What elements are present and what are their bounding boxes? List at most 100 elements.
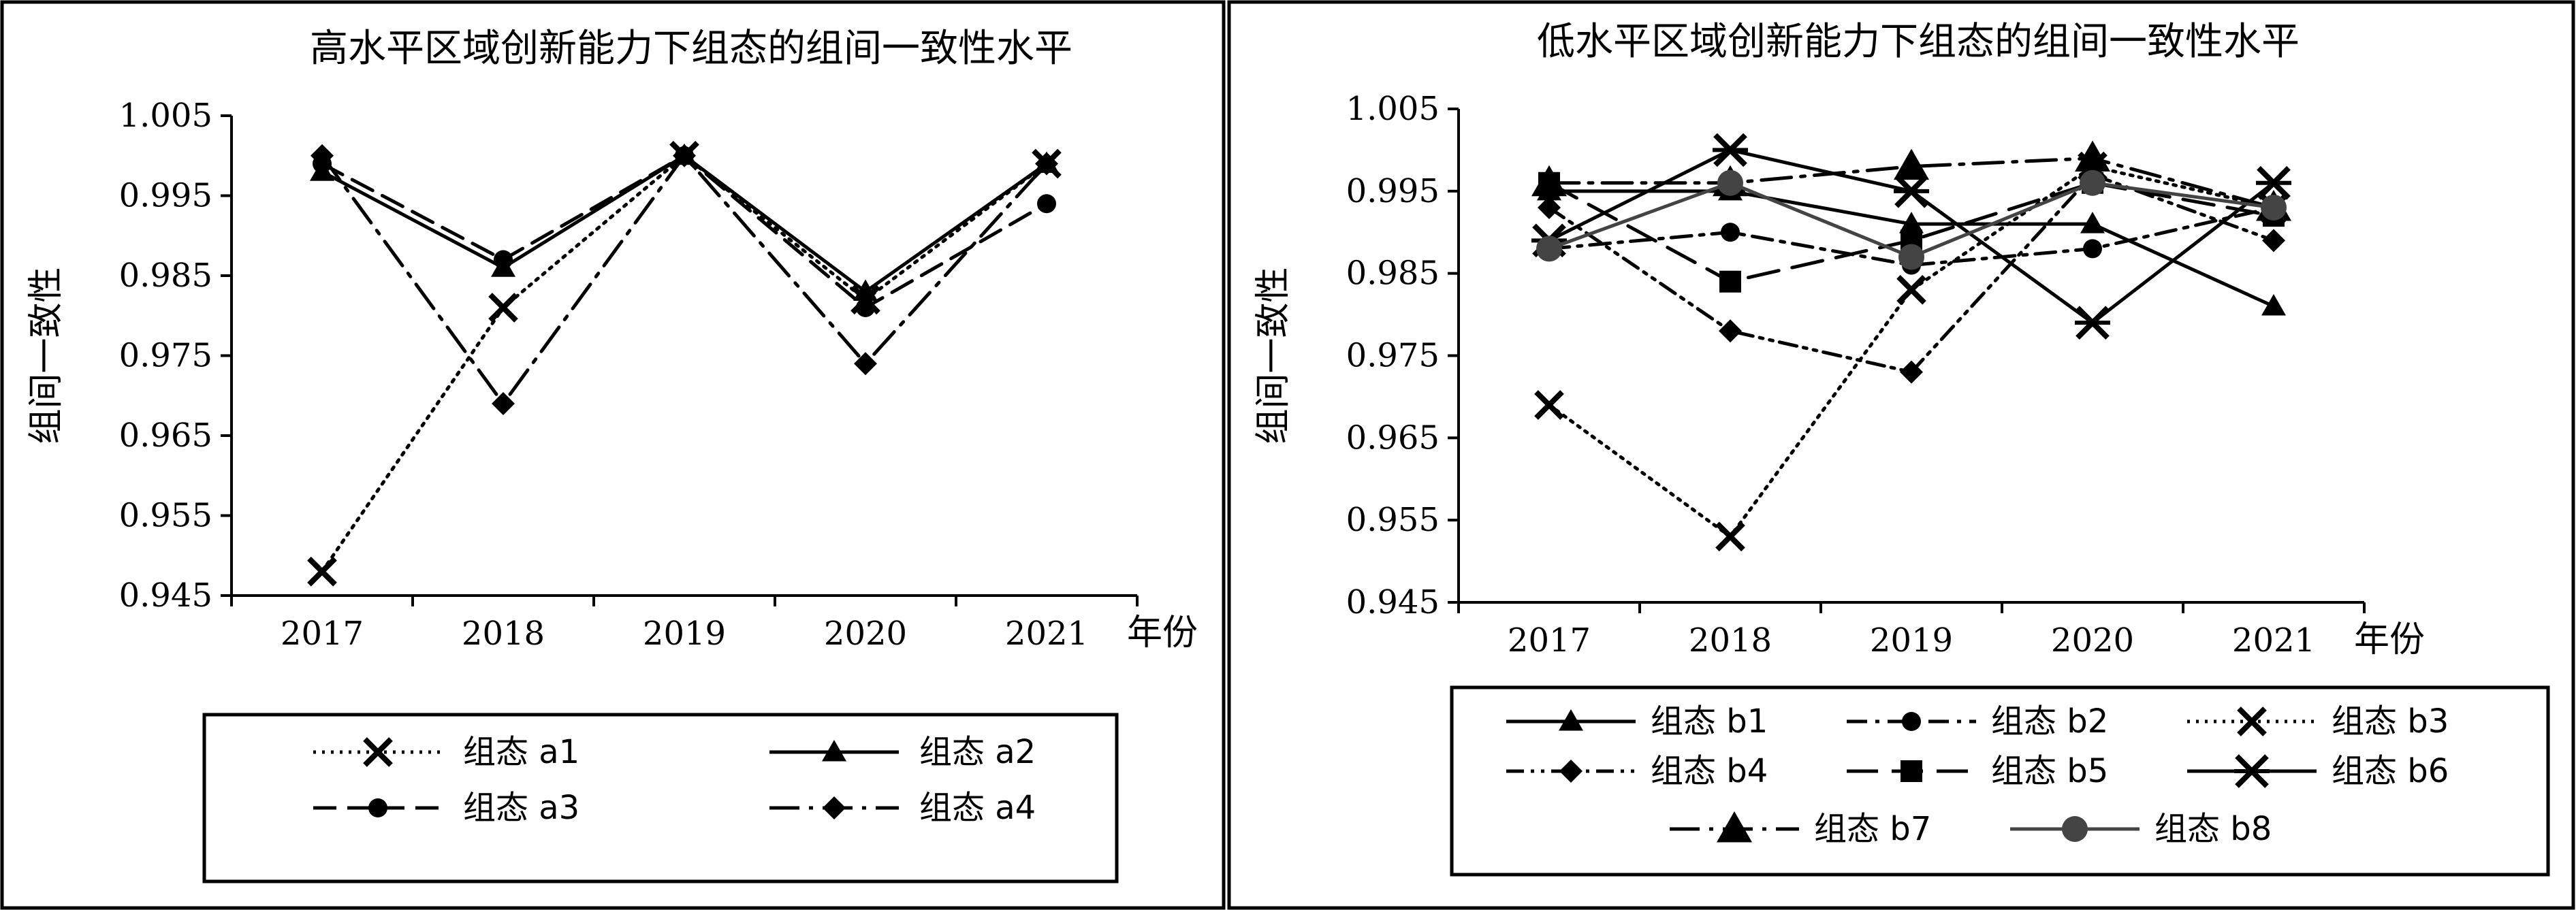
y-tick-label: 1.005 bbox=[119, 97, 212, 135]
data-point bbox=[1721, 223, 1740, 242]
data-point bbox=[2256, 165, 2291, 200]
legend-marker bbox=[823, 796, 846, 819]
legend-item: 组态 b8 bbox=[2010, 810, 2272, 848]
y-tick-label: 0.955 bbox=[1346, 501, 1440, 539]
data-point bbox=[1717, 169, 1743, 196]
data-point bbox=[853, 279, 878, 301]
data-point bbox=[2262, 229, 2285, 253]
series-组态-b7 bbox=[1531, 140, 2291, 221]
series-组态-b8 bbox=[1536, 169, 2287, 270]
x-tick-label: 2020 bbox=[2051, 621, 2134, 660]
x-tick-label: 2020 bbox=[824, 615, 907, 653]
legend-item: 组态 b6 bbox=[2187, 752, 2449, 790]
legend: 组态 a1 组态 a2 组态 a3 组态 a4 bbox=[202, 713, 1119, 883]
legend-marker bbox=[1717, 811, 1752, 843]
legend: 组态 b1 组态 b2 组态 b3 组态 b4 组态 b5 组态 b6 组态 b7 组态 b8 bbox=[1450, 685, 2550, 877]
legend-item: 组态 b7 bbox=[1670, 810, 1931, 848]
y-tick-label: 0.975 bbox=[119, 337, 212, 375]
data-point bbox=[2075, 140, 2110, 172]
series-组态-a3 bbox=[313, 146, 1056, 317]
chart-high-innovation: 高水平区域创新能力下组态的组间一致性水平 0.945 0.955 0.965 0.975… bbox=[0, 0, 1226, 910]
series-line bbox=[320, 154, 1049, 406]
legend-item: 组态 b4 bbox=[1506, 752, 1768, 790]
data-point bbox=[1713, 133, 1748, 167]
legend-label: 组态 b1 bbox=[1651, 702, 1768, 741]
data-point bbox=[1896, 275, 1926, 305]
x-axis-label: 年份 bbox=[1127, 613, 1198, 653]
data-point bbox=[311, 144, 334, 167]
x-tick-label: 2021 bbox=[1005, 615, 1088, 653]
chart-title: 低水平区域创新能力下组态的组间一致性水平 bbox=[1537, 20, 2300, 64]
data-point bbox=[2080, 212, 2105, 233]
legend-marker bbox=[2234, 754, 2270, 788]
x-tick-label: 2019 bbox=[643, 615, 726, 653]
data-point bbox=[1534, 390, 1564, 420]
data-point bbox=[856, 298, 875, 317]
y-tick-label: 0.965 bbox=[1346, 419, 1440, 457]
chart-panel-low: 低水平区域创新能力下组态的组间一致性水平 0.945 0.955 0.965 0.975… bbox=[1227, 0, 2575, 910]
x-tick-label: 2017 bbox=[281, 615, 364, 653]
data-point bbox=[1715, 521, 1745, 552]
y-tick-label: 0.945 bbox=[119, 576, 212, 615]
y-tick-label: 0.945 bbox=[1346, 583, 1440, 621]
data-point bbox=[488, 293, 518, 323]
chart-title: 高水平区域创新能力下组态的组间一致性水平 bbox=[310, 27, 1072, 71]
data-point bbox=[1899, 212, 1924, 233]
legend-label: 组态 b3 bbox=[2332, 702, 2449, 741]
legend-marker bbox=[2062, 816, 2088, 842]
data-point bbox=[2261, 195, 2287, 221]
y-tick-label: 0.995 bbox=[1346, 172, 1440, 210]
chart-low-innovation: 低水平区域创新能力下组态的组间一致性水平 0.945 0.955 0.965 0.975… bbox=[1227, 0, 2575, 910]
data-point bbox=[1531, 165, 1567, 197]
chart-panel-high: 高水平区域创新能力下组态的组间一致性水平 0.945 0.955 0.965 0.975… bbox=[0, 0, 1226, 910]
data-point bbox=[673, 144, 696, 167]
data-point bbox=[1900, 360, 1923, 384]
series-组态-a4 bbox=[311, 144, 1058, 415]
data-point bbox=[1894, 174, 1929, 208]
y-tick-label: 0.985 bbox=[119, 257, 212, 295]
legend-box bbox=[1450, 685, 2550, 877]
legend-item: 组态 a4 bbox=[769, 789, 1036, 827]
x-tick-label: 2017 bbox=[1508, 621, 1591, 660]
legend-item: 组态 a3 bbox=[313, 789, 579, 827]
series-组态-a1 bbox=[307, 140, 1062, 587]
legend-item: 组态 a2 bbox=[769, 733, 1036, 771]
legend-label: 组态 a3 bbox=[463, 789, 579, 827]
series-line bbox=[320, 154, 1049, 293]
data-point bbox=[854, 352, 877, 376]
data-point bbox=[1536, 235, 1562, 262]
legend-label: 组态 a4 bbox=[919, 789, 1036, 827]
data-point bbox=[1037, 194, 1056, 214]
legend-label: 组态 b6 bbox=[2332, 752, 2449, 790]
data-point bbox=[1035, 152, 1058, 176]
x-axis-label: 年份 bbox=[2354, 619, 2425, 660]
legend-marker bbox=[1559, 709, 1583, 731]
legend-item: 组态 b1 bbox=[1506, 702, 1768, 741]
series-line bbox=[1547, 206, 2276, 267]
legend-label: 组态 b2 bbox=[1991, 702, 2108, 741]
legend-label: 组态 b7 bbox=[1814, 810, 1931, 848]
series-line bbox=[320, 154, 1049, 574]
legend-item: 组态 b3 bbox=[2187, 702, 2449, 741]
y-axis-label: 组间一致性 bbox=[1253, 267, 1294, 444]
x-tick-label: 2018 bbox=[1689, 621, 1772, 660]
legend-box bbox=[202, 713, 1119, 883]
x-tick-label: 2018 bbox=[462, 615, 545, 653]
data-point bbox=[1894, 148, 1929, 180]
chart-frame bbox=[0, 0, 1226, 910]
legend-marker bbox=[1559, 760, 1583, 783]
y-tick-label: 1.005 bbox=[1346, 90, 1440, 128]
data-point bbox=[2083, 239, 2102, 259]
legend-label: 组态 a1 bbox=[463, 733, 579, 771]
y-tick-label: 0.985 bbox=[1346, 255, 1440, 293]
legend-marker bbox=[1901, 760, 1922, 782]
x-tick-label: 2021 bbox=[2232, 621, 2315, 660]
legend-item: 组态 b5 bbox=[1847, 752, 2108, 790]
legend-label: 组态 a2 bbox=[919, 733, 1036, 771]
legend-marker bbox=[1902, 712, 1921, 731]
y-tick-label: 0.965 bbox=[119, 417, 212, 455]
legend-label: 组态 b5 bbox=[1991, 752, 2108, 790]
legend-item: 组态 a1 bbox=[313, 733, 579, 771]
y-tick-label: 0.995 bbox=[119, 177, 212, 215]
chart-frame bbox=[1227, 0, 2575, 910]
